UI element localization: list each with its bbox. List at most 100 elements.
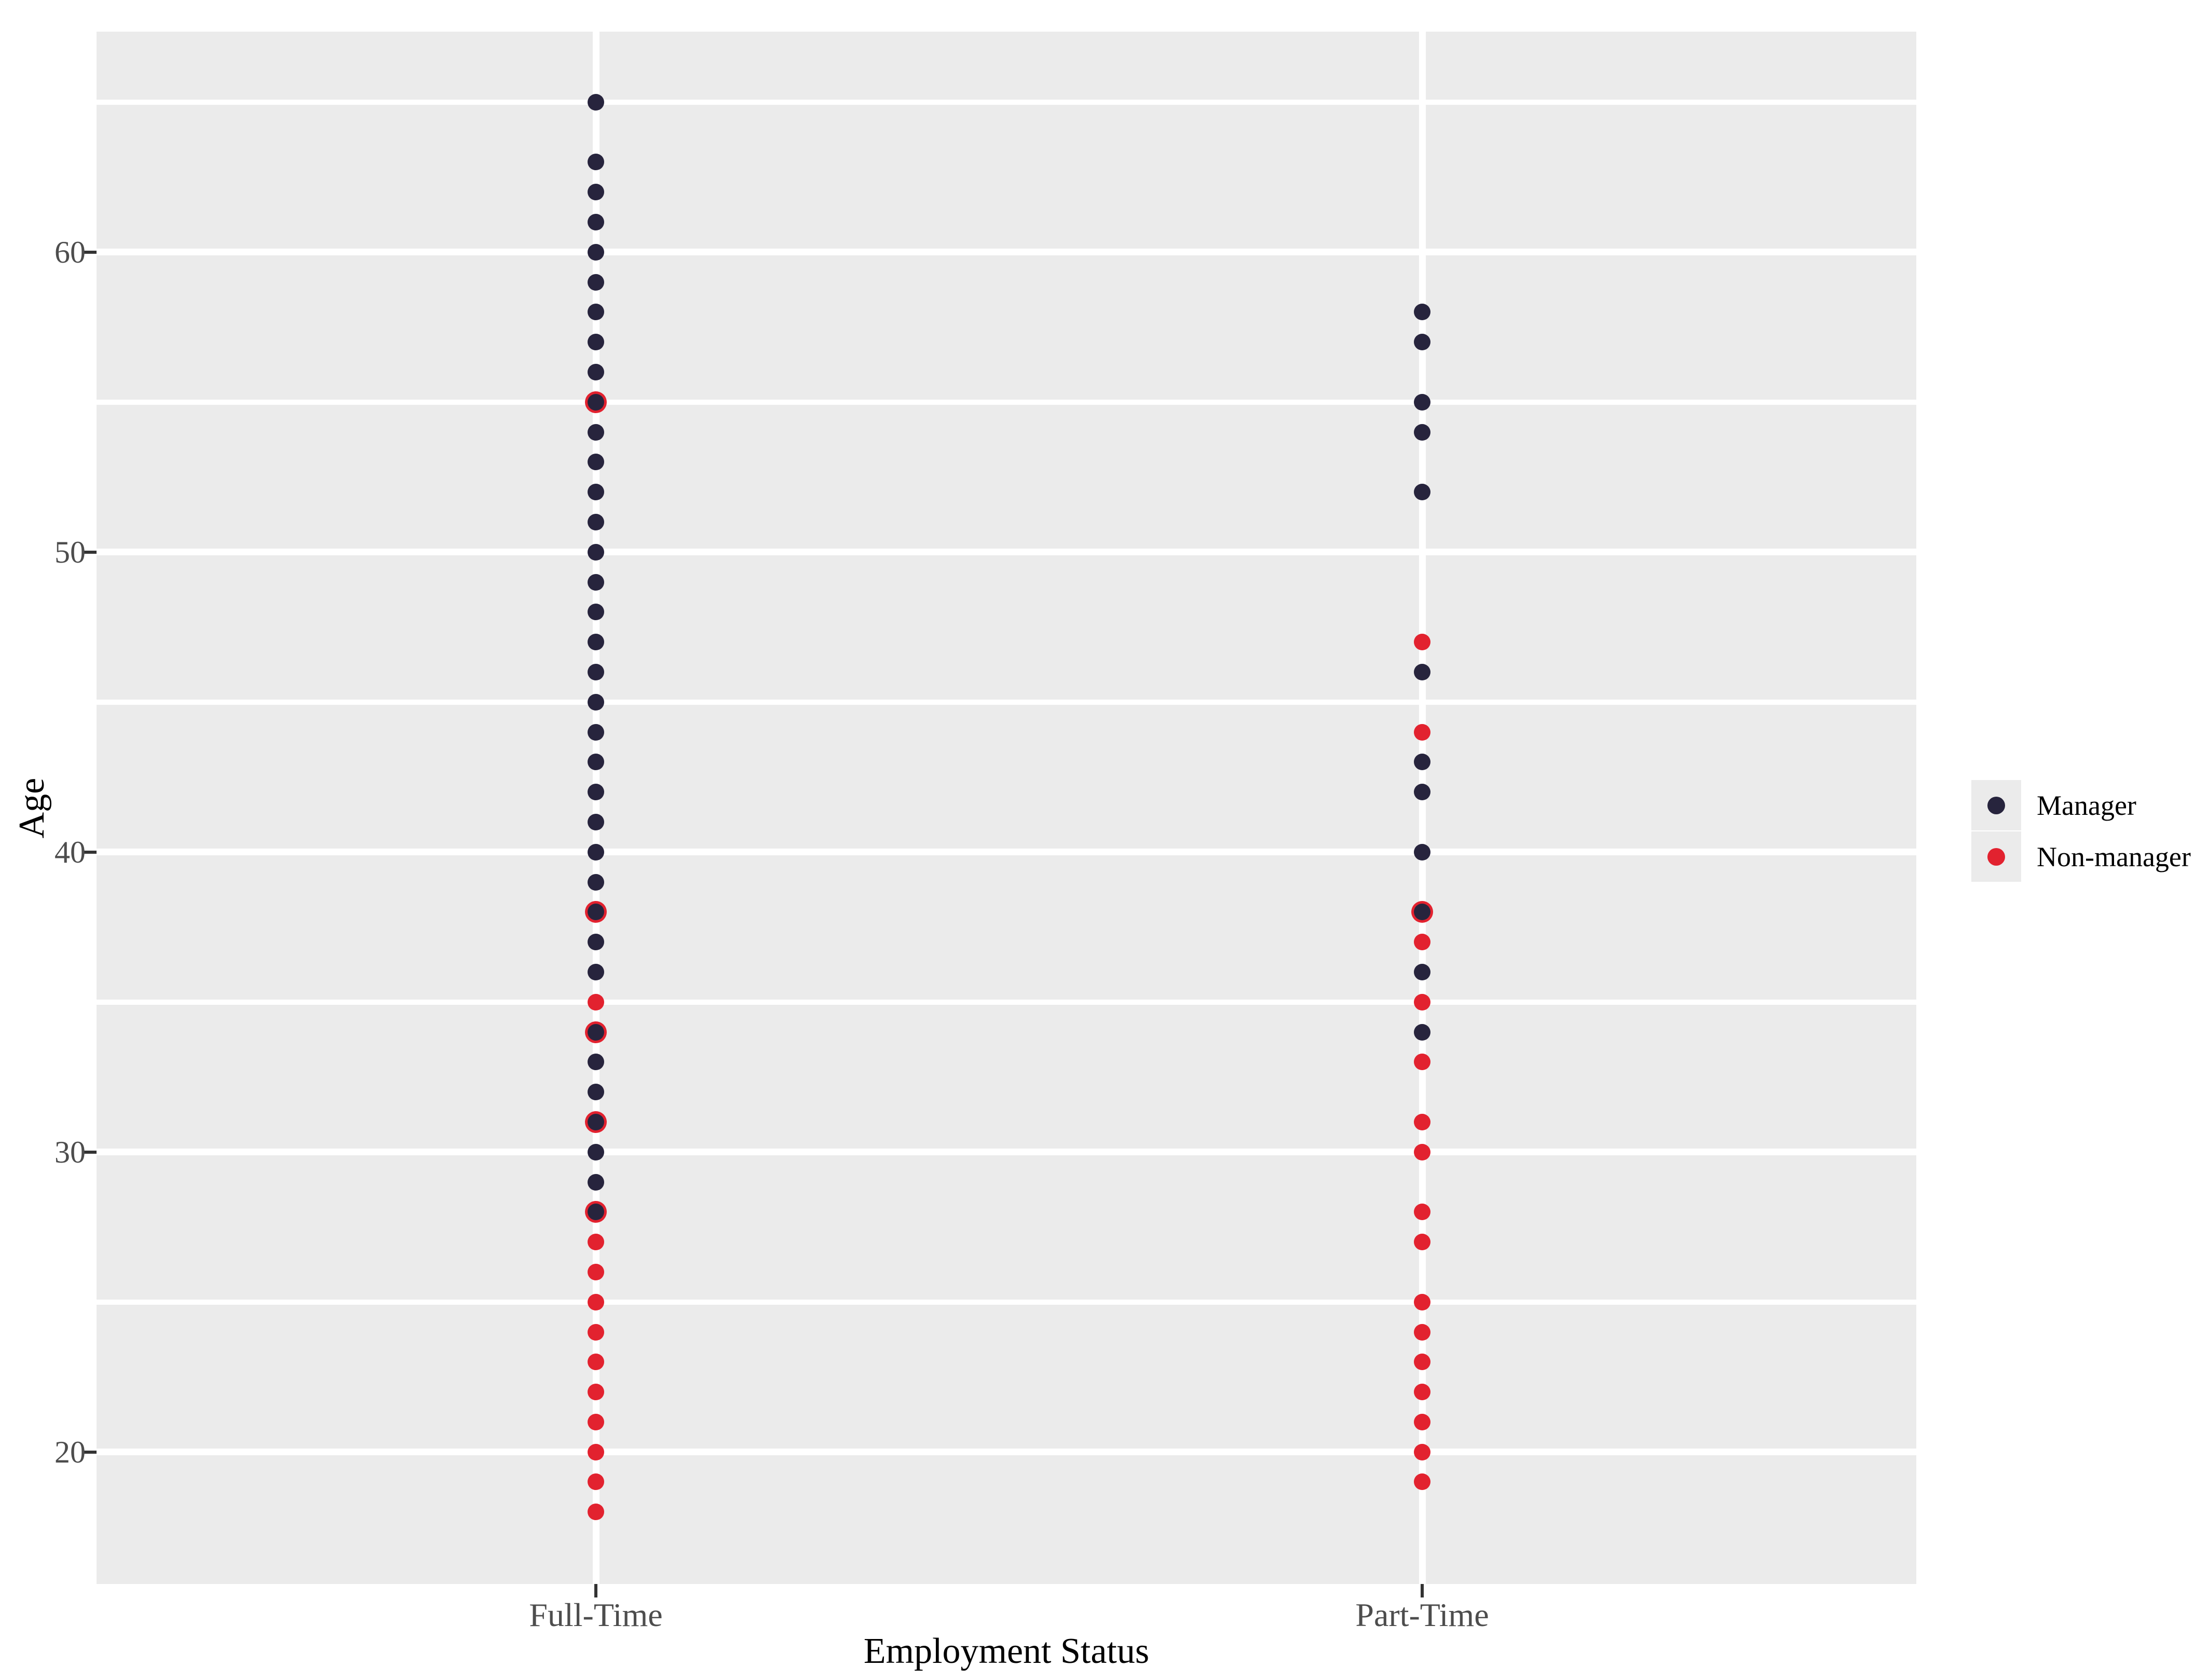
y-tick-mark-50: [83, 550, 97, 554]
data-point-manager-part-time-age-43: [1414, 754, 1430, 771]
data-point-non-manager-part-time-age-27: [1414, 1234, 1430, 1251]
non-manager-legend-dot-icon: [1987, 848, 2005, 866]
data-point-manager-part-time-age-42: [1414, 784, 1430, 801]
y-tick-mark-60: [83, 250, 97, 254]
data-point-non-manager-part-time-age-25: [1414, 1293, 1430, 1310]
data-point-non-manager-part-time-age-21: [1414, 1413, 1430, 1430]
data-point-manager-full-time-age-55: [588, 393, 604, 411]
data-point-non-manager-part-time-age-20: [1414, 1443, 1430, 1460]
data-point-manager-full-time-age-63: [588, 154, 604, 171]
gridline-minor-y55: [97, 399, 1916, 405]
y-tick-label-30: 30: [54, 1135, 86, 1169]
data-point-manager-part-time-age-57: [1414, 334, 1430, 351]
data-point-non-manager-part-time-age-30: [1414, 1143, 1430, 1160]
gridline-vertical-part-time: [1419, 32, 1426, 1584]
gridline-major-y30: [97, 1149, 1916, 1156]
data-point-non-manager-part-time-age-44: [1414, 723, 1430, 741]
data-point-manager-full-time-age-58: [588, 304, 604, 321]
gridline-major-y50: [97, 549, 1916, 556]
data-point-non-manager-part-time-age-22: [1414, 1384, 1430, 1401]
data-point-manager-part-time-age-54: [1414, 424, 1430, 441]
x-tick-mark-full-time: [594, 1584, 597, 1597]
data-point-manager-full-time-age-28: [588, 1204, 604, 1221]
legend-label-manager: Manager: [2037, 789, 2136, 821]
data-point-non-manager-part-time-age-23: [1414, 1354, 1430, 1371]
data-point-manager-full-time-age-30: [588, 1143, 604, 1160]
data-point-non-manager-part-time-age-37: [1414, 934, 1430, 951]
data-point-non-manager-part-time-age-24: [1414, 1323, 1430, 1341]
x-axis-title: Employment Status: [863, 1631, 1150, 1671]
data-point-non-manager-full-time-age-27: [588, 1234, 604, 1251]
data-point-manager-part-time-age-58: [1414, 304, 1430, 321]
data-point-manager-full-time-age-56: [588, 363, 604, 380]
data-point-manager-full-time-age-32: [588, 1084, 604, 1101]
data-point-non-manager-full-time-age-26: [588, 1263, 604, 1280]
data-point-manager-full-time-age-47: [588, 634, 604, 651]
data-point-manager-full-time-age-61: [588, 214, 604, 230]
x-tick-label-full-time: Full-Time: [529, 1596, 663, 1633]
data-point-manager-full-time-age-39: [588, 873, 604, 891]
data-point-manager-full-time-age-44: [588, 723, 604, 741]
data-point-manager-full-time-age-49: [588, 573, 604, 591]
gridline-minor-y65: [97, 99, 1916, 105]
data-point-non-manager-part-time-age-19: [1414, 1473, 1430, 1491]
data-point-manager-part-time-age-34: [1414, 1023, 1430, 1041]
data-point-manager-full-time-age-33: [588, 1054, 604, 1071]
data-point-non-manager-part-time-age-31: [1414, 1113, 1430, 1130]
y-tick-label-50: 50: [54, 535, 86, 569]
data-point-non-manager-full-time-age-25: [588, 1293, 604, 1310]
data-point-manager-part-time-age-36: [1414, 963, 1430, 980]
y-tick-label-40: 40: [54, 835, 86, 869]
data-point-manager-full-time-age-48: [588, 604, 604, 621]
data-point-manager-part-time-age-52: [1414, 484, 1430, 501]
gridline-major-y40: [97, 849, 1916, 856]
data-point-manager-full-time-age-42: [588, 784, 604, 801]
plot-panel: [97, 32, 1916, 1584]
gridline-minor-y35: [97, 999, 1916, 1005]
y-tick-mark-30: [83, 1150, 97, 1154]
data-point-manager-full-time-age-36: [588, 963, 604, 980]
y-tick-label-60: 60: [54, 235, 86, 269]
data-point-manager-part-time-age-46: [1414, 663, 1430, 680]
y-tick-label-20: 20: [54, 1435, 86, 1469]
data-point-non-manager-full-time-age-22: [588, 1384, 604, 1401]
data-point-manager-full-time-age-50: [588, 543, 604, 561]
gridline-vertical-full-time: [592, 32, 599, 1584]
legend-label-non-manager: Non-manager: [2037, 841, 2191, 872]
data-point-non-manager-full-time-age-18: [588, 1504, 604, 1521]
manager-legend-dot-icon: [1987, 796, 2005, 814]
data-point-manager-full-time-age-45: [588, 693, 604, 711]
data-point-manager-full-time-age-60: [588, 243, 604, 261]
data-point-non-manager-part-time-age-35: [1414, 993, 1430, 1010]
data-point-manager-full-time-age-38: [588, 904, 604, 921]
x-tick-mark-part-time: [1421, 1584, 1424, 1597]
data-point-non-manager-full-time-age-20: [588, 1443, 604, 1460]
data-point-non-manager-part-time-age-47: [1414, 634, 1430, 651]
data-point-non-manager-full-time-age-23: [588, 1354, 604, 1371]
y-tick-mark-20: [83, 1450, 97, 1454]
data-point-non-manager-part-time-age-33: [1414, 1054, 1430, 1071]
data-point-non-manager-full-time-age-19: [588, 1473, 604, 1491]
x-tick-label-part-time: Part-Time: [1355, 1596, 1489, 1633]
data-point-manager-part-time-age-38: [1414, 904, 1430, 921]
data-point-manager-full-time-age-29: [588, 1173, 604, 1191]
data-point-manager-full-time-age-54: [588, 424, 604, 441]
data-point-non-manager-full-time-age-24: [588, 1323, 604, 1341]
data-point-manager-full-time-age-41: [588, 813, 604, 830]
data-point-manager-full-time-age-53: [588, 454, 604, 471]
data-point-manager-full-time-age-52: [588, 484, 604, 501]
data-point-non-manager-full-time-age-21: [588, 1413, 604, 1430]
data-point-manager-full-time-age-40: [588, 843, 604, 861]
data-point-manager-full-time-age-37: [588, 934, 604, 951]
data-point-manager-full-time-age-43: [588, 754, 604, 771]
data-point-manager-full-time-age-57: [588, 334, 604, 351]
data-point-manager-full-time-age-34: [588, 1023, 604, 1041]
data-point-manager-part-time-age-55: [1414, 393, 1430, 411]
gridline-major-y60: [97, 249, 1916, 256]
gridline-minor-y25: [97, 1299, 1916, 1305]
data-point-manager-full-time-age-31: [588, 1113, 604, 1130]
data-point-manager-full-time-age-62: [588, 184, 604, 201]
data-point-manager-full-time-age-46: [588, 663, 604, 680]
data-point-manager-full-time-age-59: [588, 274, 604, 291]
